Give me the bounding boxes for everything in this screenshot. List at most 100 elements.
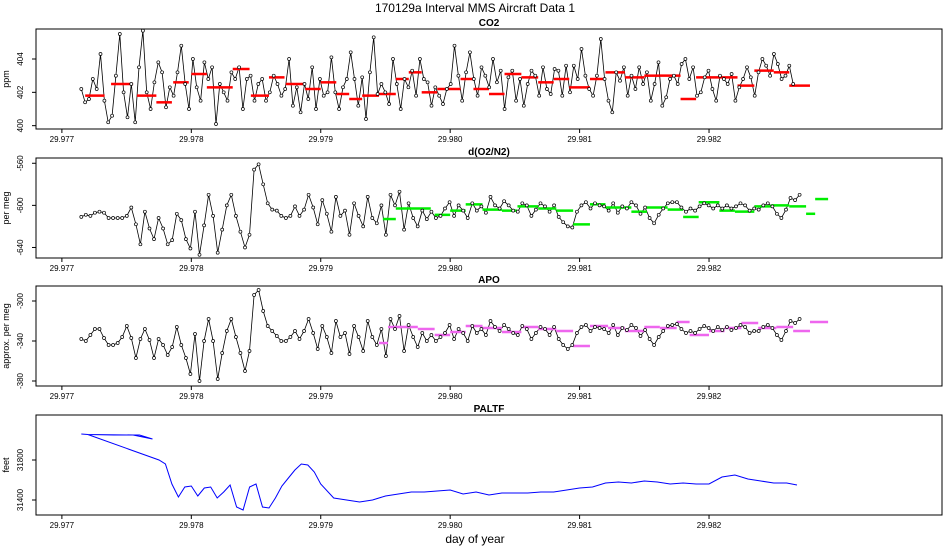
apo-data-point xyxy=(247,349,252,353)
co2-data-point xyxy=(687,77,692,81)
co2-data-point xyxy=(760,57,765,61)
co2-data-point xyxy=(479,65,484,70)
d-o2-n2-data-point xyxy=(288,214,293,218)
apo-data-point xyxy=(575,331,579,335)
apo-data-point xyxy=(79,337,84,341)
co2-data-point xyxy=(545,87,549,91)
d-o2-n2-data-point xyxy=(479,204,484,209)
co2-data-point xyxy=(252,98,257,103)
co2-data-point xyxy=(214,122,218,126)
co2-data-point xyxy=(383,90,388,95)
co2-x-tick-label: 29.978 xyxy=(179,135,204,144)
co2-data-point xyxy=(371,35,376,40)
co2-data-point xyxy=(698,90,703,95)
co2-x-tick-label: 29.982 xyxy=(697,135,722,144)
d-o2-n2-data-point xyxy=(161,226,165,231)
apo-data-point xyxy=(656,335,661,339)
co2-data-point xyxy=(729,72,734,76)
d-o2-n2-data-point xyxy=(602,204,606,209)
co2-data-point xyxy=(148,107,153,111)
d-o2-n2-data-point xyxy=(111,216,115,220)
d-o2-n2-y-tick-label: -640 xyxy=(16,239,25,256)
co2-data-point xyxy=(117,32,122,36)
apo-data-point xyxy=(779,338,784,342)
apo-data-point xyxy=(356,335,361,339)
apo-data-point xyxy=(197,379,202,383)
d-o2-n2-data-point xyxy=(311,205,316,210)
apo-data-point xyxy=(470,324,475,328)
co2-data-point xyxy=(256,82,261,86)
d-o2-n2-data-point xyxy=(229,192,234,197)
d-o2-n2-data-point xyxy=(452,214,456,218)
apo-data-point xyxy=(520,324,525,328)
co2-data-point xyxy=(614,70,619,75)
d-o2-n2-data-point xyxy=(397,189,402,194)
apo-data-point xyxy=(734,326,738,330)
co2-data-point xyxy=(775,62,780,66)
d-o2-n2-data-point xyxy=(438,214,443,218)
co2-data-point xyxy=(741,77,745,81)
co2-data-point xyxy=(568,90,572,95)
apo-data-point xyxy=(515,333,520,337)
apo-data-point xyxy=(315,347,320,351)
co2-data-point xyxy=(672,73,676,78)
co2-data-point xyxy=(637,65,642,70)
apo-x-tick-label: 29.979 xyxy=(309,392,334,401)
apo-data-point xyxy=(679,327,684,331)
co2-data-point xyxy=(414,93,418,98)
paltf-x-tick-label: 29.979 xyxy=(309,521,334,530)
paltf-y-axis-label: feet xyxy=(1,457,11,473)
apo-data-point xyxy=(638,334,643,338)
d-o2-n2-data-point xyxy=(352,201,356,206)
co2-data-point xyxy=(421,77,426,81)
paltf-x-tick-label: 29.981 xyxy=(567,521,592,530)
apo-data-point xyxy=(261,309,266,313)
co2-data-point xyxy=(660,103,665,108)
co2-data-point xyxy=(441,102,445,106)
apo-data-point xyxy=(561,343,566,347)
apo-data-point xyxy=(93,327,97,331)
co2-data-point xyxy=(368,70,372,75)
co2-data-point xyxy=(237,65,241,70)
d-o2-n2-data-point xyxy=(456,203,461,208)
co2-data-point xyxy=(514,98,518,103)
d-o2-n2-data-point xyxy=(243,245,247,250)
co2-data-point xyxy=(602,77,607,81)
apo-data-point xyxy=(184,356,188,360)
co2-data-point xyxy=(191,57,195,61)
co2-data-point xyxy=(656,60,661,65)
apo-data-point xyxy=(179,343,184,347)
co2-data-point xyxy=(287,57,291,61)
d-o2-n2-data-point xyxy=(556,215,561,219)
apo-data-point xyxy=(465,339,470,343)
co2-data-point xyxy=(629,73,634,78)
apo-data-point xyxy=(106,343,111,347)
co2-data-point xyxy=(429,103,434,108)
co2-data-point xyxy=(433,85,438,90)
apo-data-point xyxy=(593,325,597,329)
d-o2-n2-data-point xyxy=(497,206,502,211)
apo-data-point xyxy=(761,325,766,329)
co2-data-point xyxy=(521,103,526,108)
co2-data-point xyxy=(152,80,157,85)
co2-data-point xyxy=(768,73,772,78)
d-o2-n2-data-point xyxy=(484,210,488,215)
apo-data-point xyxy=(206,317,211,321)
co2-data-point xyxy=(410,68,415,73)
d-o2-n2-data-point xyxy=(124,214,129,218)
co2-y-tick-label: 400 xyxy=(16,118,25,132)
apo-x-tick-label: 29.982 xyxy=(697,392,722,401)
d-o2-n2-data-point xyxy=(743,203,747,208)
d-o2-n2-data-point xyxy=(188,246,193,251)
co2-data-point xyxy=(668,77,672,81)
apo-data-point xyxy=(311,331,316,335)
d-o2-n2-y-tick-label: -600 xyxy=(16,197,25,214)
co2-data-point xyxy=(583,73,588,78)
apo-data-point xyxy=(347,352,352,356)
d-o2-n2-data-point xyxy=(379,203,384,208)
co2-data-point xyxy=(641,82,645,86)
apo-data-point xyxy=(552,325,556,329)
d-o2-n2-data-point xyxy=(238,229,243,234)
co2-data-point xyxy=(418,57,422,61)
apo-data-point xyxy=(220,351,225,355)
